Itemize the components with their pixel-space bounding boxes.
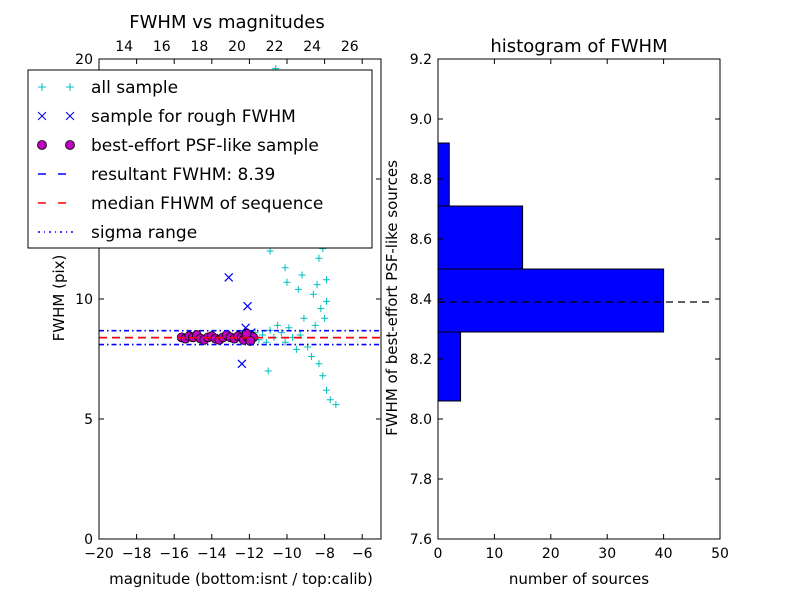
legend-marker-1-1 xyxy=(65,111,75,121)
left-top-x-tick-label-1: 16 xyxy=(153,39,171,55)
legend-frame xyxy=(27,69,373,249)
right-y-tick-label-2: 8.0 xyxy=(410,412,432,428)
histogram-bar-2 xyxy=(437,205,524,270)
series-0-point-31 xyxy=(319,372,327,380)
right-y-tick-label-3: 8.2 xyxy=(410,352,432,368)
legend-label-3: resultant FWHM: 8.39 xyxy=(91,165,275,185)
series-0-point-29 xyxy=(311,321,319,329)
left-x-tick-label-5: −10 xyxy=(272,546,302,562)
left-plot-area: −20 −18 −16 −14 −12 −10 −8 −6 14 16 18 20 22 24 26 0 5 10… xyxy=(75,39,382,562)
right-y-tick-label-0: 7.6 xyxy=(410,532,432,548)
series-0-point-42 xyxy=(266,247,274,255)
left-x-tick-label-4: −12 xyxy=(235,546,265,562)
series-0-point-28 xyxy=(307,353,315,361)
left-x-tick-label-0: −20 xyxy=(84,546,114,562)
right-plot-area: 0 10 20 30 40 50 7.6 7.8 8.0 8.2 8.4 8.6 8.8 9.0 9.2 xyxy=(410,52,729,562)
series-0-point-82 xyxy=(315,254,323,262)
histogram-bar-3 xyxy=(437,142,450,207)
series-0-point-86 xyxy=(317,305,325,313)
series-0-point-26 xyxy=(300,314,308,322)
left-x-tick-label-2: −16 xyxy=(159,546,189,562)
series-0-point-19 xyxy=(274,321,282,329)
legend-marker-0-1 xyxy=(66,83,74,91)
right-y-tick-label-8: 9.2 xyxy=(410,52,432,68)
legend-label-2: best-effort PSF-like sample xyxy=(91,136,319,156)
legend-label-4: median FHWM of sequence xyxy=(91,194,323,214)
right-y-tick-label-5: 8.6 xyxy=(410,232,432,248)
series-0-point-84 xyxy=(294,285,302,293)
right-x-tick-label-0: 0 xyxy=(434,546,443,562)
series-0-point-20 xyxy=(277,329,285,337)
right-y-tick-label-7: 9.0 xyxy=(410,112,432,128)
left-x-tick-label-1: −18 xyxy=(122,546,152,562)
series-0-point-35 xyxy=(264,367,272,375)
histogram-bar-0 xyxy=(437,331,462,402)
left-y-tick-label-4: 20 xyxy=(75,52,93,68)
series-1-point-1 xyxy=(243,301,252,311)
series-0-point-24 xyxy=(292,345,300,353)
series-0-point-65 xyxy=(313,281,321,289)
right-x-tick-label-3: 30 xyxy=(598,546,616,562)
right-y-tick-label-6: 8.8 xyxy=(410,172,432,188)
series-1-point-2 xyxy=(237,359,247,369)
legend: all sample sample for rough FWHM best-effo… xyxy=(27,69,373,249)
left-top-x-tick-label-2: 18 xyxy=(190,39,208,55)
right-x-tick-label-4: 40 xyxy=(655,546,673,562)
histogram-bar-1 xyxy=(437,268,665,333)
series-0-point-32 xyxy=(322,386,330,394)
series-0-point-34 xyxy=(332,401,340,409)
series-0-point-70 xyxy=(322,276,330,284)
left-y-tick-label-0: 0 xyxy=(84,532,93,548)
left-top-x-tick-label-0: 14 xyxy=(115,39,133,55)
series-0-point-48 xyxy=(281,264,289,272)
right-x-tick-label-2: 20 xyxy=(542,546,560,562)
right-panel: histogram of FWHM 0 10 20 30 40 50 7.6 7.8 8.0 8.… xyxy=(383,36,729,588)
legend-label-0: all sample xyxy=(91,78,178,98)
left-x-tick-label-3: −14 xyxy=(197,546,227,562)
right-y-tick-label-4: 8.4 xyxy=(410,292,432,308)
right-chart-title: histogram of FWHM xyxy=(490,36,667,57)
series-0-point-85 xyxy=(283,278,291,286)
legend-marker-1-0 xyxy=(37,111,47,121)
series-1-point-0 xyxy=(224,272,234,282)
left-top-x-tick-label-5: 24 xyxy=(303,39,321,55)
series-0-point-30 xyxy=(315,360,323,368)
series-0-point-88 xyxy=(322,297,330,305)
right-x-tick-label-1: 10 xyxy=(485,546,503,562)
legend-marker-2-1 xyxy=(65,140,75,150)
legend-label-5: sigma range xyxy=(91,223,197,243)
left-x-tick-label-7: −6 xyxy=(352,546,373,562)
series-0-point-57 xyxy=(298,271,306,279)
series-2-point-24 xyxy=(245,336,256,346)
left-panel: FWHM vs magnitudes −20 −18 −16 −14 −12 −10 −8−… xyxy=(27,12,382,588)
series-0-point-87 xyxy=(321,314,329,322)
right-x-tick-label-5: 50 xyxy=(711,546,729,562)
left-top-x-tick-label-3: 20 xyxy=(228,39,246,55)
left-x-axis-label: magnitude (bottom:isnt / top:calib) xyxy=(109,570,373,588)
left-y-axis-label: FWHM (pix) xyxy=(50,255,68,342)
left-chart-title: FWHM vs magnitudes xyxy=(129,12,324,33)
legend-label-1: sample for rough FWHM xyxy=(91,107,296,127)
left-x-tick-label-6: −8 xyxy=(314,546,335,562)
legend-marker-2-0 xyxy=(37,140,47,150)
series-0-point-21 xyxy=(281,338,289,346)
left-y-tick-label-1: 5 xyxy=(84,412,93,428)
left-top-x-tick-label-6: 26 xyxy=(341,39,359,55)
left-y-tick-label-2: 10 xyxy=(75,292,93,308)
right-x-axis-label: number of sources xyxy=(509,570,649,588)
right-y-axis-label: FWHM of best-effort PSF-like sources xyxy=(383,160,401,436)
left-top-x-tick-label-4: 22 xyxy=(266,39,284,55)
series-0-point-33 xyxy=(326,396,334,404)
legend-marker-0-0 xyxy=(38,83,46,91)
series-0-point-83 xyxy=(309,290,317,298)
right-y-tick-label-1: 7.8 xyxy=(410,472,432,488)
